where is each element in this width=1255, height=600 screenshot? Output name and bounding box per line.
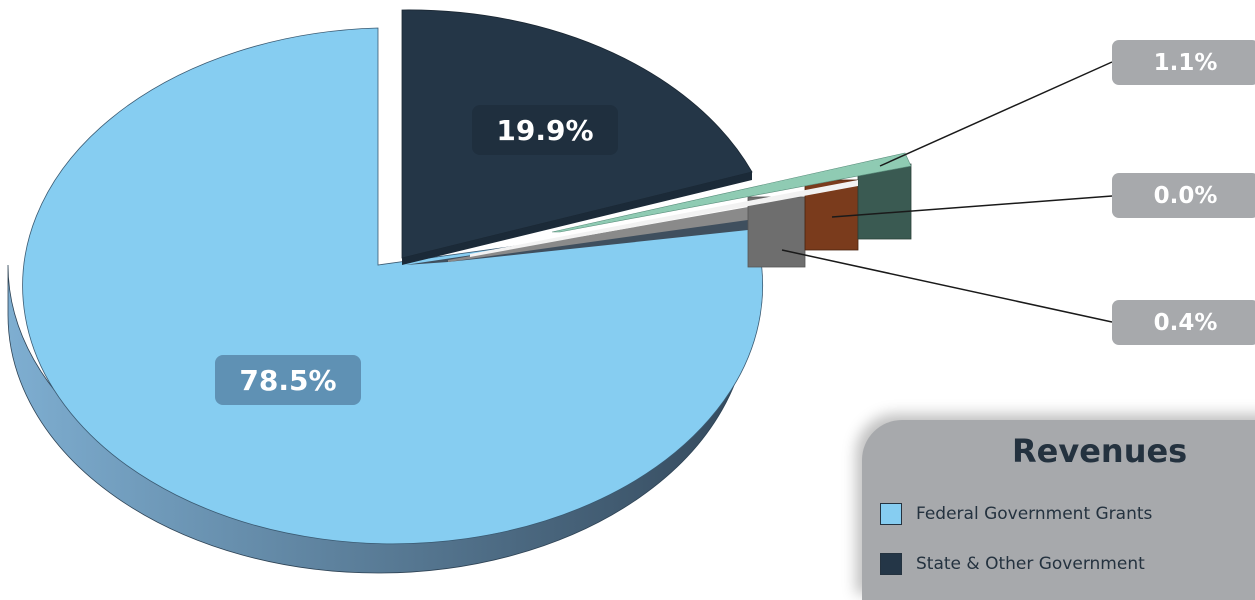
data-label-state: 19.9%: [472, 105, 618, 155]
slice-teal-top: [551, 152, 912, 233]
data-label-federal-text: 78.5%: [239, 363, 337, 397]
slice-teal-block: [857, 163, 912, 240]
data-label-state-text: 19.9%: [496, 113, 594, 147]
legend: Revenues Federal Government Grants State…: [862, 420, 1255, 600]
data-label-federal: 78.5%: [215, 355, 361, 405]
legend-label-state: State & Other Government: [916, 554, 1145, 574]
leader-line-0-0: [831, 195, 1113, 218]
leader-line-0-4: [781, 249, 1113, 323]
legend-item-federal: Federal Government Grants: [880, 500, 1152, 528]
legend-item-state: State & Other Government: [880, 550, 1145, 578]
slice-state-side: [402, 172, 752, 265]
slice-gray-block: [747, 196, 806, 268]
callout-brown: 0.0%: [1112, 173, 1255, 218]
legend-label-federal: Federal Government Grants: [916, 504, 1153, 524]
callout-brown-text: 0.0%: [1153, 182, 1218, 209]
callout-gray-text: 0.4%: [1153, 309, 1218, 336]
leader-line-1-1: [879, 61, 1113, 167]
slice-gray-top: [448, 197, 805, 262]
callout-teal: 1.1%: [1112, 40, 1255, 85]
callout-teal-text: 1.1%: [1153, 49, 1218, 76]
slice-federal-top: [22, 27, 763, 545]
legend-swatch-state: [880, 553, 902, 575]
legend-title: Revenues: [1012, 432, 1188, 470]
callout-gray: 0.4%: [1112, 300, 1255, 345]
legend-swatch-federal: [880, 503, 902, 525]
slice-white-sliver: [470, 180, 858, 257]
